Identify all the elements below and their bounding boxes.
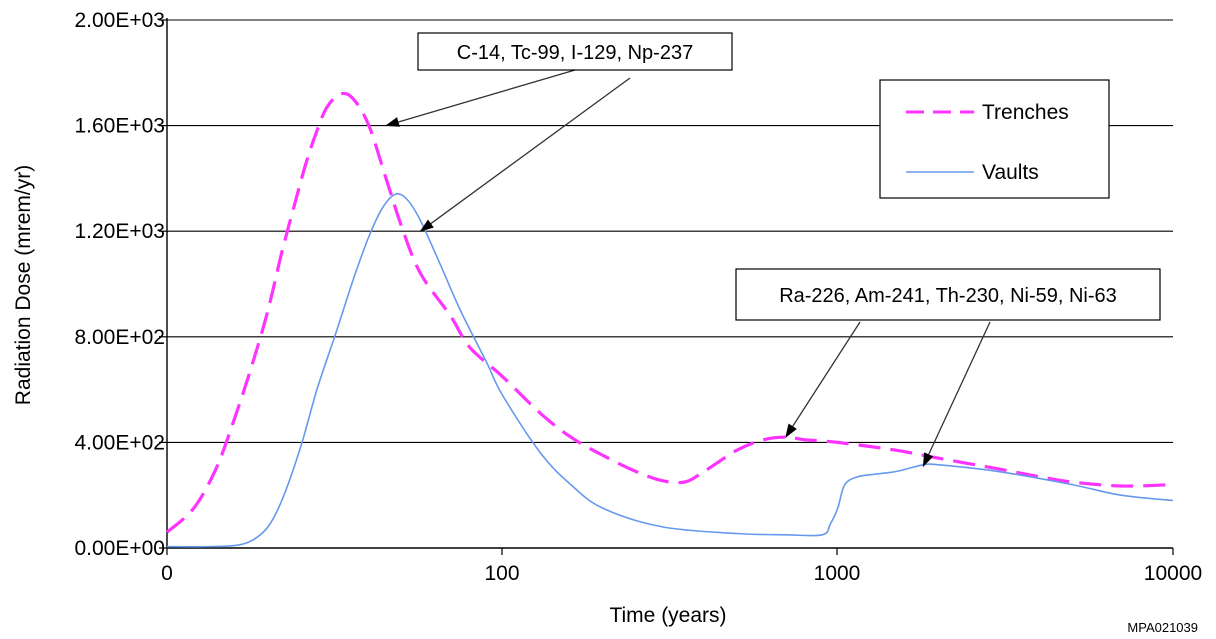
axes: 0.00E+00 4.00E+02 8.00E+02 1.20E+03 1.60E+03… — [74, 9, 1202, 585]
x-tick-label: 100 — [484, 562, 519, 585]
annotation-box-1 — [417, 32, 733, 71]
annotation-arrow-1-1 — [385, 69, 576, 127]
series-lines — [165, 91, 1174, 548]
series-line-vaults — [166, 193, 1174, 548]
y-tick-label: 1.60E+03 — [74, 115, 165, 138]
annotation-label-1: C-14, Tc-99, I-129, Np-237 — [457, 42, 693, 64]
y-tick-label: 0.00E+00 — [74, 537, 165, 560]
y-tick-label: 1.20E+03 — [74, 220, 165, 243]
series-line-trenches — [165, 91, 1174, 534]
annotation-label-2: Ra-226, Am-241, Th-230, Ni-59, Ni-63 — [779, 285, 1117, 307]
annotation-arrows — [385, 69, 991, 468]
legend-label-trenches: Trenches — [982, 101, 1069, 124]
x-tick-label: 10000 — [1144, 562, 1202, 585]
annotation-group-2: Ra-226, Am-241, Th-230, Ni-59, Ni-63 — [735, 268, 1161, 321]
legend: Trenches Vaults — [879, 79, 1110, 199]
figure-credit: MPA021039 — [1127, 620, 1198, 635]
annotation-arrow-1-2 — [419, 77, 631, 232]
annotation-arrow-2-1 — [785, 321, 861, 438]
y-tick-label: 4.00E+02 — [74, 431, 165, 454]
annotation-group-1: C-14, Tc-99, I-129, Np-237 — [417, 32, 733, 71]
y-tick-label: 8.00E+02 — [74, 326, 165, 349]
legend-label-vaults: Vaults — [982, 161, 1039, 184]
x-tick-label: 1000 — [814, 562, 861, 585]
y-axis-title: Radiation Dose (mrem/yr) — [12, 165, 35, 405]
legend-box — [879, 79, 1110, 199]
x-tick-label: 0 — [161, 562, 173, 585]
annotation-box-2 — [735, 268, 1161, 321]
x-axis-title: Time (years) — [609, 604, 726, 627]
annotation-arrow-2-2 — [922, 321, 991, 468]
y-tick-label: 2.00E+03 — [74, 9, 165, 32]
